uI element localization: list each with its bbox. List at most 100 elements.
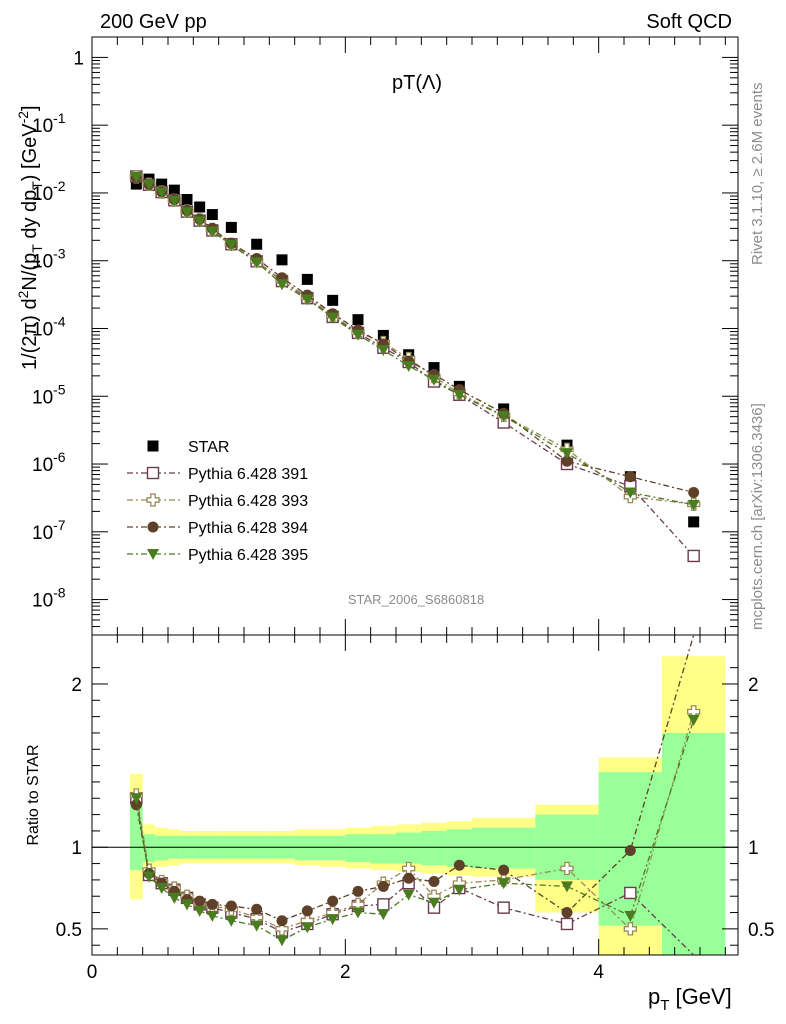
main-point-py395 [624,487,637,499]
ratio-band-green [345,834,371,862]
main-point-star [428,362,440,374]
legend-label-star: STAR [188,439,229,456]
legend-marker-py394 [147,521,159,533]
ratio-point-py394 [561,907,573,919]
main-point-py395 [402,360,415,372]
ratio-point-py391 [497,901,510,914]
ratio-point-py395 [428,897,440,909]
watermark: STAR_2006_S6860818 [348,592,484,607]
main-point-star [251,238,263,250]
y-axis-label-ratio: Ratio to STAR [25,744,42,845]
main-point-py395 [193,216,206,228]
ratio-point-py395 [326,914,339,926]
ratio-point-py395 [130,793,143,805]
main-point-py395 [155,187,168,199]
side-label-top: Rivet 3.1.10, ≥ 2.6M events [749,83,766,266]
main-point-py395 [181,207,193,219]
ratio-point-py395 [301,922,314,934]
main-point-py395 [326,312,339,324]
ratio-y-tick-label-right: 2 [748,675,759,696]
ratio-point-py395 [561,881,573,893]
main-plot-frame: 10-810-710-610-510-410-310-210-11 [32,36,739,636]
main-point-py395 [428,374,440,386]
ratio-point-py395 [402,889,415,901]
main-point-py395 [276,279,288,291]
legend-marker-py391 [146,466,160,480]
main-point-py394 [624,471,636,483]
y-tick-label: 1 [73,48,84,69]
ratio-uncertainty-bands [130,656,726,955]
ratio-point-py395 [453,884,466,896]
ratio-point-py394 [403,872,415,884]
ratio-point-py394 [301,905,313,917]
main-point-py395 [352,329,364,341]
main-point-py395 [497,411,510,423]
ratio-point-py394 [453,859,465,871]
y-tick-label: 10-7 [32,517,66,544]
header-right: Soft QCD [646,11,732,33]
legend-label-py395: Pythia 6.428 395 [188,547,308,564]
main-point-py395 [225,240,238,252]
main-point-star [156,178,168,190]
main-point-py394 [561,455,573,467]
main-series-layer [129,170,701,563]
ratio-y-tick-label: 0.5 [56,920,82,941]
x-tick-label: 2 [340,962,351,983]
ratio-band-green [472,827,536,869]
main-point-star [377,329,389,341]
y-tick-label: 10-8 [32,585,66,612]
ratio-point-py391 [560,917,574,931]
main-line-py393 [135,176,694,505]
ratio-point-py394 [352,885,364,897]
ratio-point-py394 [276,915,288,927]
main-point-star [327,294,339,306]
x-tick-label: 4 [593,962,604,983]
main-point-py395 [250,257,263,269]
legend-label-py393: Pythia 6.428 393 [188,493,308,510]
ratio-point-py391 [377,898,390,911]
ratio-point-py395 [168,892,181,904]
legend: STAR Pythia 6.428 391 Pythia 6.428 393 Pyth… [127,439,308,564]
main-frame-box [91,36,739,636]
main-point-star [168,184,180,196]
y-tick-label: 10-1 [32,110,66,137]
ratio-point-py395 [193,905,206,917]
main-point-star [352,314,364,326]
x-tick-label: 0 [87,962,98,983]
legend-marker-py395 [147,549,159,560]
ratio-series-layer [129,634,701,956]
ratio-point-py395 [377,909,390,921]
ratio-point-py395 [352,907,364,919]
ratio-point-py393 [275,922,289,936]
ratio-band-green [396,832,422,864]
legend-marker-star [147,440,159,452]
ratio-point-py394 [206,898,218,910]
main-point-star [130,178,142,190]
ratio-frame-box [91,634,739,956]
x-axis-label: pT [GeV] [648,984,732,1014]
ratio-plot-frame: 0 2 4 0.5 0.5 1 1 2 2 [56,634,774,983]
ratio-point-py395 [687,714,700,726]
legend-label-py391: Pythia 6.428 391 [188,466,308,483]
ratio-point-py395 [497,878,510,890]
y-tick-label: 10-5 [32,381,66,408]
ratio-band-green [662,732,726,955]
ratio-point-py395 [206,910,219,922]
legend-label-py394: Pythia 6.428 394 [188,520,308,537]
ratio-point-py394 [624,845,636,857]
ratio-point-py393 [560,861,574,876]
ratio-point-py394 [327,895,339,907]
main-point-py391 [687,549,700,563]
main-point-py395 [687,499,700,511]
plot-title: pT(Λ) [392,72,442,94]
ratio-point-py394 [377,880,389,892]
main-point-py395 [561,448,573,460]
ratio-y-tick-label-right: 1 [748,838,759,859]
ratio-band-green [320,835,346,861]
ratio-point-py394 [130,799,142,811]
ratio-band-green [421,830,447,866]
ratio-point-py395 [624,910,637,922]
ratio-band-green [294,835,320,861]
main-point-star [194,201,206,213]
ratio-band-green [370,834,396,864]
